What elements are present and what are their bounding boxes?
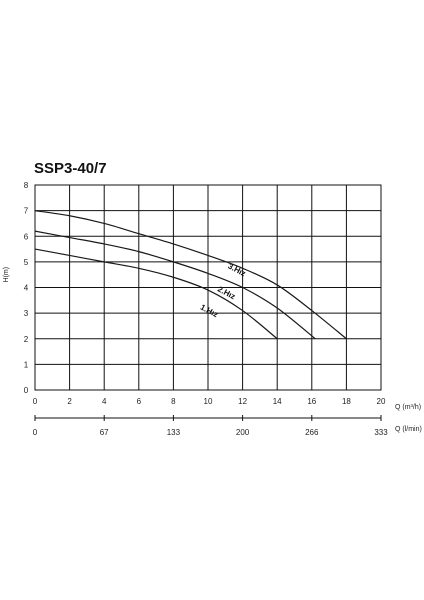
x-tick-label: 4	[102, 397, 107, 406]
series-curve-3	[34, 248, 278, 340]
y-tick-label: 7	[24, 207, 29, 216]
series-curve-2	[34, 230, 316, 340]
x-tick-label: 0	[33, 397, 38, 406]
x-tick-label: 18	[342, 397, 351, 406]
y-tick-label: 8	[24, 181, 29, 190]
y-tick-label: 6	[24, 232, 29, 241]
x-tick-label: 12	[238, 397, 247, 406]
series-label: 3.Hız	[226, 262, 247, 279]
x-tick-label: 20	[377, 397, 386, 406]
secondary-x-tick-label: 67	[100, 428, 109, 437]
secondary-x-axis-label: Q (l/min)	[395, 426, 422, 433]
secondary-x-tick-label: 133	[167, 428, 181, 437]
secondary-x-tick-label: 0	[33, 428, 38, 437]
y-tick-label: 1	[24, 360, 29, 369]
secondary-x-tick-label: 333	[374, 428, 388, 437]
y-tick-label: 5	[24, 258, 29, 267]
y-tick-label: 4	[24, 284, 29, 293]
y-tick-label: 3	[24, 309, 29, 318]
secondary-x-tick-label: 200	[236, 428, 250, 437]
y-axis-label: H(m)	[3, 267, 10, 283]
grid-lines	[34, 184, 382, 391]
x-tick-label: 10	[204, 397, 213, 406]
x-tick-label: 6	[137, 397, 142, 406]
x-tick-label: 16	[307, 397, 316, 406]
x-axis-label: Q (m³/h)	[395, 404, 421, 411]
x-tick-label: 14	[273, 397, 282, 406]
plot-frame	[34, 184, 382, 391]
secondary-x-ticks: 0 67 133 200 266 333	[33, 415, 388, 437]
chart-title: SSP3-40/7	[34, 160, 107, 177]
y-tick-label: 2	[24, 335, 29, 344]
x-tick-label: 2	[67, 397, 72, 406]
secondary-x-tick-label: 266	[305, 428, 319, 437]
series-label: 1.Hız	[199, 303, 220, 320]
x-tick-label: 8	[171, 397, 176, 406]
y-tick-label: 0	[24, 386, 29, 395]
series-curve-1	[34, 210, 347, 340]
